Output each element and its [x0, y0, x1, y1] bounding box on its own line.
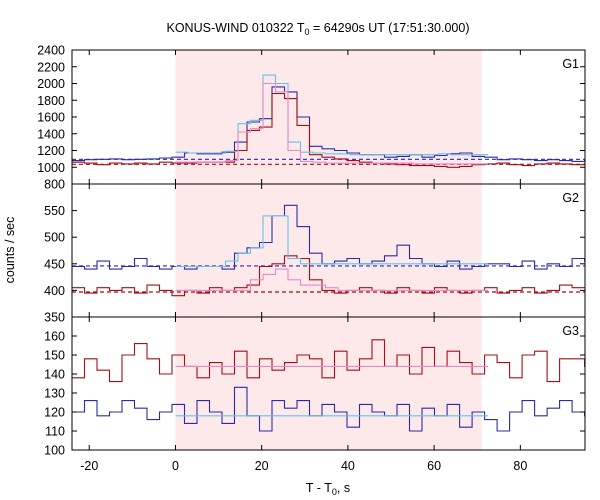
panel-g3-y-tick-label: 150 — [44, 349, 65, 363]
chart-title-rest: = 64290s UT (17:51:30.000) — [310, 21, 470, 35]
panel-g2-y-tick-label: 500 — [44, 231, 65, 245]
panel-g1-y-tick-label: 2400 — [37, 44, 65, 58]
panel-g2-series-lower_main — [72, 255, 585, 297]
panel-g1-series-upper_fit — [175, 74, 488, 156]
panel-g1-label: G1 — [562, 57, 579, 71]
panel-g3-label: G3 — [562, 324, 579, 338]
trigger-interval-shading-layer — [175, 50, 482, 450]
panel-g3-y-tick-label: 140 — [44, 368, 65, 382]
x-tick-label: 60 — [427, 459, 441, 473]
panel-g2-y-tick-label: 400 — [44, 284, 65, 298]
panel-g3-y-tick-label: 160 — [44, 330, 65, 344]
panel-g1-y-tick-label: 1600 — [37, 111, 65, 125]
panel-g1-y-tick-label: 2000 — [37, 77, 65, 91]
x-tick-label: -20 — [80, 459, 98, 473]
axes-layer: 80010001200140016001800200022002400G1350… — [37, 44, 585, 473]
x-axis-label-main: T - T — [306, 481, 332, 495]
chart-title-main: KONUS-WIND 010322 T — [167, 21, 305, 35]
panel-g3-y-tick-label: 130 — [44, 387, 65, 401]
panel-g2-label: G2 — [562, 191, 579, 205]
panel-g3-frame — [71, 316, 586, 451]
panel-g1-y-tick-label: 1000 — [37, 161, 65, 175]
panel-g3-series-lower_main — [72, 386, 585, 432]
x-tick-label: 0 — [172, 459, 179, 473]
panel-g1-y-tick-label: 1200 — [37, 144, 65, 158]
trigger-interval-shade — [175, 50, 482, 450]
panel-g1-y-tick-label: 1800 — [37, 94, 65, 108]
panel-g2-series-group — [72, 204, 585, 297]
panel-g1-y-tick-label: 2200 — [37, 60, 65, 74]
panel-g2-y-tick-label: 550 — [44, 204, 65, 218]
panel-g3-series-group — [72, 339, 585, 432]
y-axis-label: counts / sec — [3, 217, 17, 284]
panel-g2-y-tick-label: 450 — [44, 257, 65, 271]
x-tick-label: 20 — [255, 459, 269, 473]
panel-g1-series-lower_main — [72, 92, 585, 168]
panel-g1-series-lower_fit — [175, 82, 488, 165]
x-axis-label-rest: , s — [337, 481, 350, 495]
x-axis-label: T - T0, s — [306, 481, 350, 497]
panel-g1-series-group — [72, 74, 585, 168]
x-tick-label: 40 — [341, 459, 355, 473]
panel-g2-series-lower_fit — [175, 268, 488, 291]
x-axis-label-subscript: 0 — [332, 487, 337, 497]
panel-g3-y-tick-label: 110 — [45, 425, 65, 439]
panel-g2-y-tick-label: 350 — [44, 311, 65, 325]
series-layer — [72, 74, 585, 432]
panel-g1-y-tick-label: 1400 — [37, 127, 65, 141]
panel-g3-series-upper_main — [72, 339, 585, 383]
panel-g1-series-upper_main — [72, 86, 585, 162]
x-tick-label: 80 — [513, 459, 527, 473]
chart-title: KONUS-WIND 010322 T0 = 64290s UT (17:51:… — [167, 21, 470, 37]
panel-g3-y-tick-label: 100 — [44, 444, 65, 458]
panel-g1-y-tick-label: 800 — [44, 178, 65, 192]
chart-title-subscript: 0 — [305, 27, 310, 37]
panel-g2-series-upper_main — [72, 204, 585, 270]
panel-g3-y-tick-label: 120 — [44, 406, 65, 420]
panel-g2-series-upper_fit — [175, 215, 488, 268]
